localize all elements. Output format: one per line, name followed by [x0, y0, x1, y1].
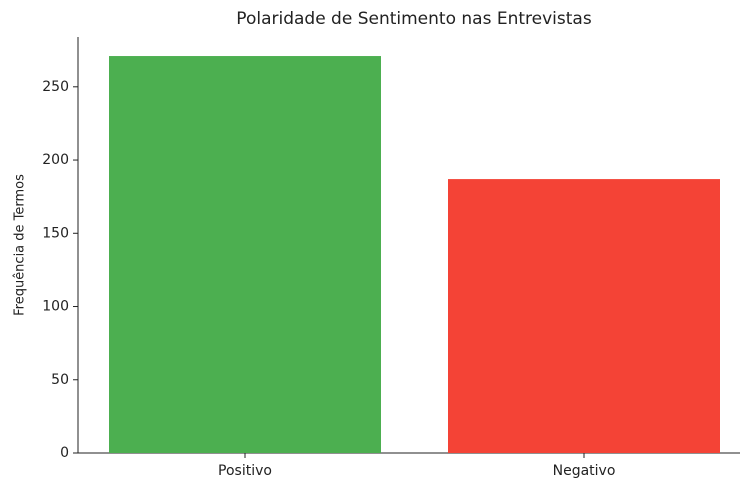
y-tick-label: 50 [51, 372, 69, 388]
y-tick-label: 250 [42, 79, 69, 95]
y-axis-label: Frequência de Termos [13, 174, 28, 316]
y-tick-label: 0 [60, 445, 69, 461]
bar [109, 56, 381, 453]
x-tick-label: Negativo [553, 463, 616, 479]
y-tick-label: 150 [42, 225, 69, 241]
y-tick-label: 200 [42, 152, 69, 168]
bar [448, 179, 720, 453]
x-tick-label: Positivo [218, 463, 272, 479]
chart-title: Polaridade de Sentimento nas Entrevistas [236, 9, 592, 29]
y-tick-label: 100 [42, 299, 69, 315]
